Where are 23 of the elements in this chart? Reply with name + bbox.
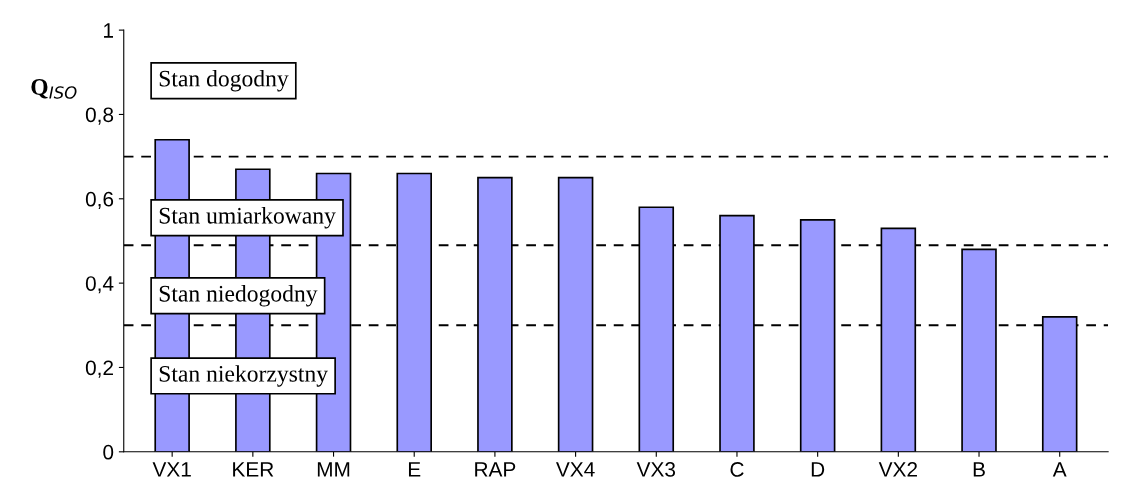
x-tick-label: KER	[233, 462, 274, 477]
x-tick-label: MM	[317, 462, 350, 477]
x-tick-label: C	[730, 462, 744, 477]
x-tick-label: D	[811, 462, 825, 477]
y-tick-label: 0	[103, 444, 114, 460]
y-tick-label: 0,6	[85, 191, 114, 210]
x-tick-label: E	[408, 462, 421, 477]
annotation: Stan niedogodny	[159, 285, 318, 307]
annotation: Stan dogodny	[159, 69, 289, 92]
y-axis-title: Q$_{ISO}$	[31, 79, 77, 99]
x-tick-label: VX1	[152, 462, 191, 477]
x-tick-label: VX2	[878, 462, 917, 477]
x-tick-label: VX4	[556, 462, 595, 477]
y-tick-label: 0,2	[85, 360, 113, 378]
y-tick-label: 1	[104, 23, 114, 38]
x-tick-label: VX3	[636, 462, 676, 477]
y-tick-label: 0,4	[85, 276, 114, 294]
annotation: Stan niekorzystny	[159, 365, 328, 387]
x-tick-label: RAP	[475, 462, 516, 477]
annotation: Stan umiarkowany	[159, 207, 336, 229]
y-tick-label: 0,8	[85, 107, 114, 125]
x-tick-label: A	[1052, 462, 1067, 477]
x-tick-label: B	[973, 462, 985, 477]
